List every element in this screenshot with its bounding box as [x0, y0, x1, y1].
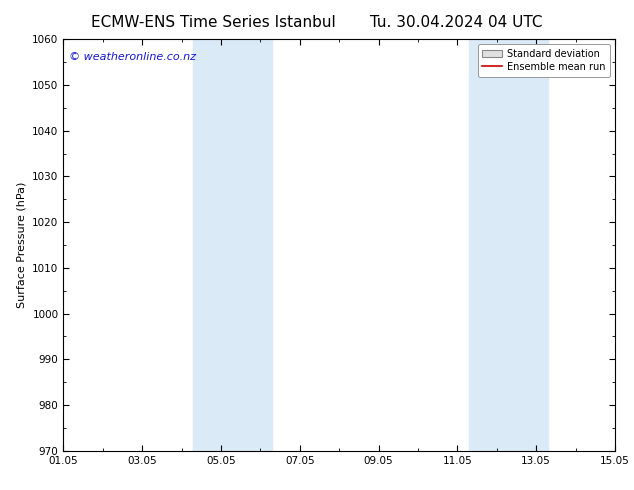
- Text: © weatheronline.co.nz: © weatheronline.co.nz: [69, 51, 196, 62]
- Text: ECMW-ENS Time Series Istanbul       Tu. 30.04.2024 04 UTC: ECMW-ENS Time Series Istanbul Tu. 30.04.…: [91, 15, 543, 30]
- Legend: Standard deviation, Ensemble mean run: Standard deviation, Ensemble mean run: [477, 44, 610, 77]
- Y-axis label: Surface Pressure (hPa): Surface Pressure (hPa): [16, 182, 27, 308]
- Bar: [469, 39, 548, 451]
- Bar: [193, 39, 272, 451]
